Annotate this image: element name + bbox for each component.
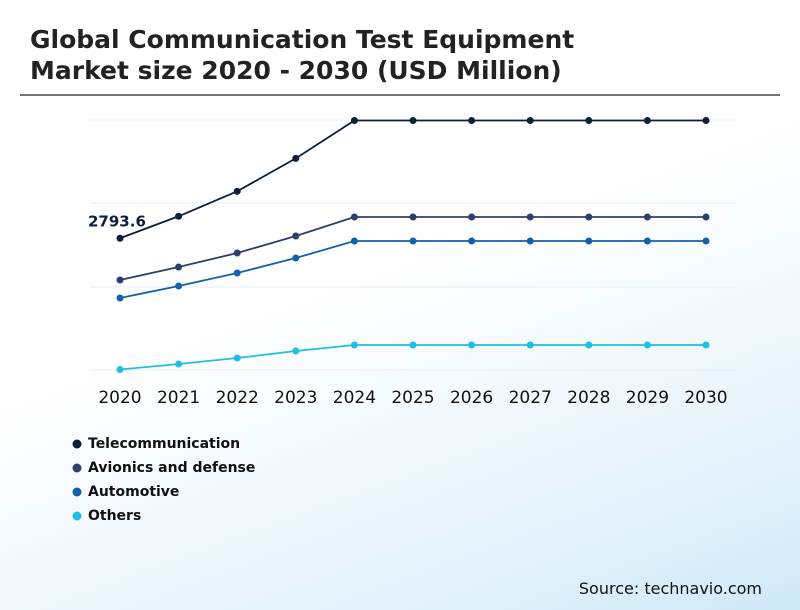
legend-label: Avionics and defense — [88, 460, 255, 476]
point — [175, 282, 183, 290]
point — [233, 187, 241, 195]
source: Source: technavio.com — [578, 579, 762, 598]
point — [526, 237, 534, 245]
point — [116, 234, 124, 242]
point — [175, 360, 183, 368]
point — [350, 116, 358, 124]
point — [350, 237, 358, 245]
point — [585, 213, 593, 221]
series-line — [119, 119, 706, 240]
x-tick-label: 2027 — [509, 388, 552, 408]
point — [585, 237, 593, 245]
point — [116, 294, 124, 302]
data-label: 2793.6 — [88, 213, 146, 231]
series-line — [119, 216, 706, 281]
x-tick-label: 2029 — [626, 388, 669, 408]
point — [409, 237, 417, 245]
point — [350, 213, 358, 221]
x-tick-label: 2028 — [567, 388, 610, 408]
point — [116, 366, 124, 374]
point — [526, 213, 534, 221]
x-tick-label: 2023 — [274, 388, 317, 408]
point — [350, 341, 358, 349]
x-tick-label: 2026 — [450, 388, 493, 408]
point — [116, 276, 124, 284]
point — [175, 263, 183, 271]
point — [526, 116, 534, 124]
x-tick-label: 2030 — [684, 388, 727, 408]
x-tick-label: 2024 — [333, 388, 376, 408]
x-tick-label: 2021 — [157, 388, 200, 408]
point — [526, 341, 534, 349]
legend-label: Telecommunication — [88, 436, 240, 452]
point — [409, 341, 417, 349]
legend-marker — [72, 511, 82, 521]
legend-label: Automotive — [88, 484, 179, 500]
point — [585, 116, 593, 124]
series-line — [119, 344, 706, 371]
point — [233, 354, 241, 362]
point — [292, 347, 300, 355]
point — [233, 249, 241, 257]
point — [468, 116, 476, 124]
series-line — [119, 240, 706, 299]
point — [175, 212, 183, 220]
point — [702, 237, 710, 245]
point — [702, 341, 710, 349]
legend-marker — [72, 463, 82, 473]
point — [702, 213, 710, 221]
x-tick-label: 2020 — [98, 388, 141, 408]
title-rule — [20, 94, 780, 96]
point — [643, 213, 651, 221]
point — [292, 154, 300, 162]
point — [468, 213, 476, 221]
point — [233, 269, 241, 277]
point — [643, 341, 651, 349]
point — [468, 237, 476, 245]
point — [643, 237, 651, 245]
point — [643, 116, 651, 124]
point — [409, 116, 417, 124]
x-tick-label: 2022 — [216, 388, 259, 408]
point — [585, 341, 593, 349]
point — [292, 254, 300, 262]
point — [702, 116, 710, 124]
point — [292, 232, 300, 240]
chart-title: Global Communication Test Equipment Mark… — [30, 25, 575, 85]
legend-label: Others — [88, 508, 141, 524]
x-tick-label: 2025 — [391, 388, 434, 408]
legend-marker — [72, 439, 82, 449]
legend-marker — [72, 487, 82, 497]
point — [409, 213, 417, 221]
point — [468, 341, 476, 349]
